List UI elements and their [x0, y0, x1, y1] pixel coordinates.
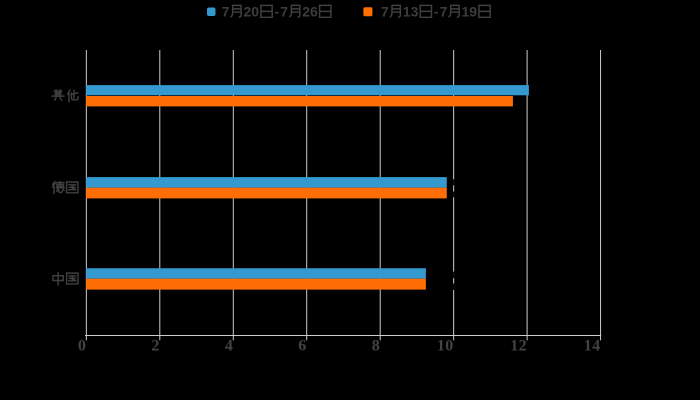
svg-text:20: 20: [244, 4, 260, 20]
svg-text:10: 10: [437, 337, 454, 354]
svg-text:7: 7: [440, 4, 448, 20]
svg-text:6: 6: [298, 337, 306, 354]
svg-text:19: 19: [462, 4, 478, 20]
svg-text:4: 4: [225, 337, 233, 354]
svg-text:8: 8: [372, 337, 380, 354]
svg-text:14: 14: [584, 337, 601, 354]
svg-text:-: -: [434, 4, 439, 20]
svg-text:13: 13: [403, 4, 419, 20]
svg-text:7: 7: [222, 4, 230, 20]
svg-text:12: 12: [510, 337, 527, 354]
svg-text:7: 7: [381, 4, 389, 20]
svg-text:7: 7: [280, 4, 288, 20]
svg-text:-: -: [275, 4, 280, 20]
svg-text:2: 2: [151, 337, 159, 354]
svg-text:26: 26: [302, 4, 318, 20]
svg-text:0: 0: [78, 337, 86, 354]
